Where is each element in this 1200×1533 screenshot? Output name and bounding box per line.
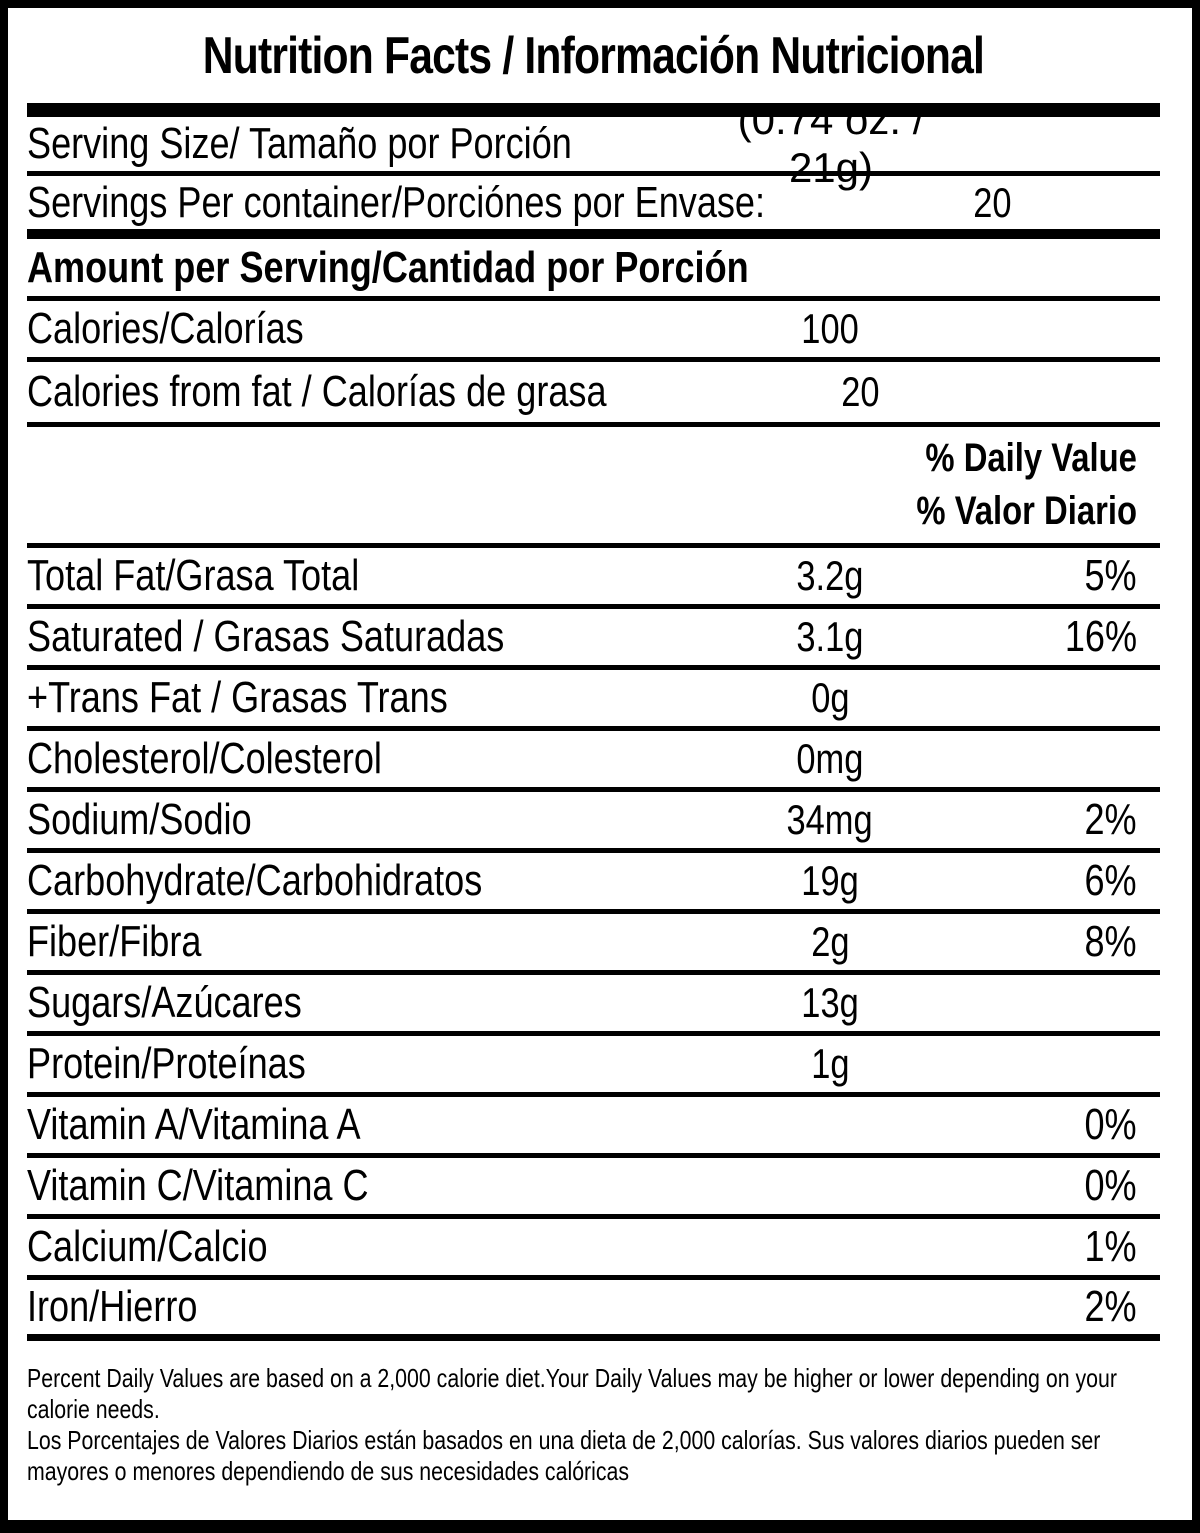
nutrient-label: Calcium/Calcio (27, 1222, 268, 1271)
nutrient-row-sodium: Sodium/Sodio 34mg 2% (27, 792, 1160, 853)
calories-value: 100 (801, 305, 859, 352)
label-title: Nutrition Facts / Información Nutriciona… (202, 26, 985, 85)
nutrient-amount: 3.2g (796, 552, 864, 599)
footnote-en: Percent Daily Values are based on a 2,00… (27, 1363, 1117, 1424)
nutrient-label: Iron/Hierro (27, 1282, 198, 1331)
daily-value-header-en: % Daily Value (925, 435, 1137, 480)
servings-per-container-value: 20 (973, 178, 1012, 226)
nutrient-label: Cholesterol/Colesterol (27, 734, 382, 783)
calories-label: Calories/Calorías (27, 304, 304, 353)
calories-from-fat-row: Calories from fat / Calorías de grasa 20 (27, 362, 1160, 427)
thick-divider-serving (27, 229, 1160, 239)
label-inner: Nutrition Facts / Información Nutriciona… (8, 8, 1192, 1520)
nutrient-label: Saturated / Grasas Saturadas (27, 612, 505, 661)
nutrient-amount: 1g (810, 1040, 850, 1087)
nutrient-row-sugars: Sugars/Azúcares 13g (27, 975, 1160, 1036)
amount-per-serving-header: Amount per Serving/Cantidad por Porción (27, 242, 749, 292)
nutrient-label: Vitamin C/Vitamina C (27, 1161, 369, 1210)
thick-divider-top (27, 103, 1160, 117)
nutrient-row-calcium: Calcium/Calcio 1% (27, 1219, 1160, 1280)
nutrient-dv: 8% (1084, 917, 1137, 966)
nutrient-label: Protein/Proteínas (27, 1039, 306, 1088)
calories-from-fat-label: Calories from fat / Calorías de grasa (27, 367, 607, 416)
nutrient-label: Vitamin A/Vitamina A (27, 1100, 361, 1149)
label-title-block: Nutrition Facts / Información Nutriciona… (27, 8, 1160, 103)
daily-value-header-es: % Valor Diario (916, 489, 1137, 534)
nutrient-label: Fiber/Fibra (27, 917, 202, 966)
nutrient-amount: 0mg (796, 735, 864, 782)
servings-per-container-label: Servings Per container/Porciónes por Env… (27, 177, 766, 227)
nutrient-row-protein: Protein/Proteínas 1g (27, 1036, 1160, 1097)
nutrient-dv: 16% (1064, 612, 1137, 661)
serving-size-row: Serving Size/ Tamaño por Porción (0.74 o… (27, 96, 1160, 191)
amount-per-serving-header-row: Amount per Serving/Cantidad por Porción (27, 239, 1160, 301)
nutrient-row-fiber: Fiber/Fibra 2g 8% (27, 914, 1160, 975)
calories-from-fat-value: 20 (840, 368, 880, 415)
nutrient-row-iron: Iron/Hierro 2% (27, 1280, 1160, 1334)
footnote-es: Los Porcentajes de Valores Diarios están… (27, 1425, 1101, 1486)
servings-per-container-row: Servings Per container/Porciónes por Env… (27, 176, 1160, 229)
nutrient-label: Sodium/Sodio (27, 795, 252, 844)
nutrient-amount: 34mg (786, 796, 874, 843)
nutrient-row-trans-fat: +Trans Fat / Grasas Trans 0g (27, 670, 1160, 731)
nutrient-dv: 6% (1084, 856, 1137, 905)
footnotes-block: Percent Daily Values are based on a 2,00… (27, 1341, 1160, 1487)
nutrient-label: +Trans Fat / Grasas Trans (27, 673, 448, 722)
daily-value-header-block: % Daily Value % Valor Diario (27, 427, 1160, 548)
nutrient-label: Total Fat/Grasa Total (27, 551, 360, 600)
nutrient-label: Carbohydrate/Carbohidratos (27, 856, 483, 905)
nutrient-label: Sugars/Azúcares (27, 978, 302, 1027)
nutrient-amount: 2g (810, 918, 850, 965)
calories-row: Calories/Calorías 100 (27, 301, 1160, 362)
serving-size-value: (0.74 oz. / 21g) (737, 96, 925, 191)
nutrient-row-cholesterol: Cholesterol/Colesterol 0mg (27, 731, 1160, 792)
nutrient-row-vitamin-c: Vitamin C/Vitamina C 0% (27, 1158, 1160, 1219)
nutrient-dv: 1% (1084, 1222, 1137, 1271)
thick-divider-bottom (27, 1334, 1160, 1341)
nutrient-dv: 0% (1084, 1100, 1137, 1149)
nutrient-dv: 5% (1084, 551, 1137, 600)
nutrient-row-total-fat: Total Fat/Grasa Total 3.2g 5% (27, 548, 1160, 609)
nutrient-dv: 2% (1084, 1282, 1137, 1331)
nutrient-amount: 19g (801, 857, 859, 904)
nutrient-amount: 13g (801, 979, 859, 1026)
nutrient-dv: 2% (1084, 795, 1137, 844)
nutrient-dv: 0% (1084, 1161, 1137, 1210)
nutrient-row-vitamin-a: Vitamin A/Vitamina A 0% (27, 1097, 1160, 1158)
nutrient-amount: 0g (810, 674, 850, 721)
nutrient-amount: 3.1g (796, 613, 864, 660)
serving-size-label: Serving Size/ Tamaño por Porción (27, 119, 572, 168)
nutrient-row-saturated-fat: Saturated / Grasas Saturadas 3.1g 16% (27, 609, 1160, 670)
nutrient-row-carbohydrate: Carbohydrate/Carbohidratos 19g 6% (27, 853, 1160, 914)
